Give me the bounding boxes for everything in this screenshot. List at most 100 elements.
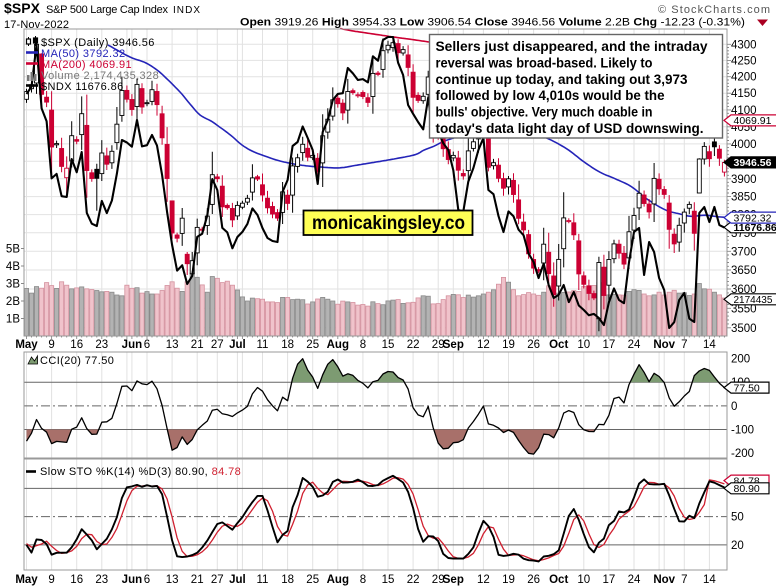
svg-text:Sellers just disappeared, and: Sellers just disappeared, and the intrad… xyxy=(436,38,708,54)
svg-text:15: 15 xyxy=(382,339,395,351)
svg-text:21: 21 xyxy=(191,574,204,586)
svg-text:13: 13 xyxy=(166,574,179,586)
svg-text:24: 24 xyxy=(628,339,641,351)
svg-text:4000: 4000 xyxy=(731,139,757,151)
svg-text:Aug: Aug xyxy=(327,574,349,586)
svg-text:3900: 3900 xyxy=(731,174,757,186)
svg-text:$SPX (Daily) 3946.56: $SPX (Daily) 3946.56 xyxy=(41,37,155,49)
svg-text:today's data light day of USD: today's data light day of USD downswing. xyxy=(436,120,704,136)
svg-text:12: 12 xyxy=(477,339,490,351)
svg-text:9: 9 xyxy=(48,339,54,351)
svg-text:-200: -200 xyxy=(731,448,754,460)
svg-text:2B: 2B xyxy=(6,296,20,308)
svg-text:19: 19 xyxy=(502,574,515,586)
svg-text:16: 16 xyxy=(70,574,83,586)
svg-text:4300: 4300 xyxy=(731,39,757,51)
svg-text:6: 6 xyxy=(144,339,150,351)
svg-text:7: 7 xyxy=(681,339,687,351)
svg-text:Sep: Sep xyxy=(443,339,464,351)
svg-text:9: 9 xyxy=(48,574,54,586)
svg-text:13: 13 xyxy=(166,339,179,351)
svg-text:Volume 2,174,435,328: Volume 2,174,435,328 xyxy=(41,70,159,82)
svg-text:16: 16 xyxy=(70,339,83,351)
svg-text:Jul: Jul xyxy=(229,574,246,586)
svg-text:Aug: Aug xyxy=(327,339,349,351)
svg-text:4250: 4250 xyxy=(731,55,757,67)
svg-text:bulls' objective. Very much do: bulls' objective. Very much doable in xyxy=(436,104,653,120)
svg-text:17: 17 xyxy=(603,574,616,586)
svg-text:continue up today, and taking: continue up today, and taking out 3,973 xyxy=(436,71,688,87)
svg-text:0: 0 xyxy=(731,401,737,413)
svg-text:26: 26 xyxy=(527,574,540,586)
svg-text:4100: 4100 xyxy=(731,105,757,117)
svg-text:Jun: Jun xyxy=(122,574,142,586)
svg-text:reversal was broad-based. Like: reversal was broad-based. Likely to xyxy=(436,54,653,70)
svg-text:3B: 3B xyxy=(6,279,20,291)
svg-text:Sep: Sep xyxy=(443,574,464,586)
svg-text:11: 11 xyxy=(257,574,269,586)
svg-text:© StockCharts.com: © StockCharts.com xyxy=(658,4,770,16)
svg-text:19: 19 xyxy=(502,339,515,351)
svg-text:INDX: INDX xyxy=(173,5,200,16)
svg-text:27: 27 xyxy=(211,339,224,351)
svg-text:11676.86: 11676.86 xyxy=(734,222,776,234)
svg-text:50: 50 xyxy=(731,512,744,524)
svg-text:3550: 3550 xyxy=(731,303,757,315)
svg-text:4B: 4B xyxy=(6,261,20,273)
svg-text:11: 11 xyxy=(257,339,269,351)
svg-text:29: 29 xyxy=(432,574,445,586)
svg-text:MA(50) 3792.32: MA(50) 3792.32 xyxy=(41,48,125,60)
svg-text:22: 22 xyxy=(407,574,420,586)
svg-text:23: 23 xyxy=(95,574,108,586)
svg-text:10: 10 xyxy=(577,339,590,351)
svg-text:29: 29 xyxy=(432,339,445,351)
svg-text:$NDX 11676.86: $NDX 11676.86 xyxy=(41,81,124,93)
svg-text:23: 23 xyxy=(95,339,108,351)
svg-text:May: May xyxy=(15,339,38,351)
svg-text:21: 21 xyxy=(191,339,204,351)
svg-text:17-Nov-2022: 17-Nov-2022 xyxy=(4,19,69,31)
svg-text:MA(200) 4069.91: MA(200) 4069.91 xyxy=(41,59,132,71)
svg-text:12: 12 xyxy=(477,574,490,586)
svg-text:25: 25 xyxy=(306,574,319,586)
svg-text:Open 3919.26 High 3954.33 Low: Open 3919.26 High 3954.33 Low 3906.54 Cl… xyxy=(240,17,745,29)
svg-text:4069.91: 4069.91 xyxy=(734,115,772,127)
svg-text:18: 18 xyxy=(281,339,294,351)
svg-text:followed by low 4,010s would b: followed by low 4,010s would be the xyxy=(436,87,665,103)
svg-text:77.50: 77.50 xyxy=(734,382,760,394)
svg-text:1B: 1B xyxy=(6,314,20,326)
svg-text:Oct: Oct xyxy=(549,574,568,586)
svg-text:S&P 500 Large Cap Index: S&P 500 Large Cap Index xyxy=(46,4,169,16)
svg-text:200: 200 xyxy=(731,354,750,366)
svg-text:6: 6 xyxy=(144,574,150,586)
svg-text:monicakingsley.co: monicakingsley.co xyxy=(312,213,465,234)
svg-text:3946.56: 3946.56 xyxy=(734,157,772,169)
svg-text:17: 17 xyxy=(603,339,616,351)
svg-text:CCI(20) 77.50: CCI(20) 77.50 xyxy=(40,355,114,367)
svg-text:3792.32: 3792.32 xyxy=(734,212,772,224)
svg-text:3700: 3700 xyxy=(731,246,757,258)
svg-text:8: 8 xyxy=(360,574,366,586)
svg-text:25: 25 xyxy=(306,339,319,351)
svg-text:80.90: 80.90 xyxy=(734,483,760,495)
svg-text:Slow STO %K(14) %D(3) 80.90, 8: Slow STO %K(14) %D(3) 80.90, 84.78 xyxy=(40,466,241,478)
svg-text:3650: 3650 xyxy=(731,265,757,277)
svg-text:$SPX: $SPX xyxy=(4,0,41,16)
svg-text:-100: -100 xyxy=(731,425,754,437)
svg-text:Nov: Nov xyxy=(653,574,675,586)
svg-text:24: 24 xyxy=(628,574,641,586)
svg-text:8: 8 xyxy=(360,339,366,351)
svg-text:22: 22 xyxy=(407,339,420,351)
svg-text:3850: 3850 xyxy=(731,192,757,204)
svg-text:Nov: Nov xyxy=(653,339,675,351)
svg-text:May: May xyxy=(15,574,38,586)
svg-text:5B: 5B xyxy=(6,244,20,256)
svg-text:4150: 4150 xyxy=(731,88,757,100)
svg-text:3500: 3500 xyxy=(731,323,757,335)
svg-text:27: 27 xyxy=(211,574,224,586)
svg-text:14: 14 xyxy=(703,339,716,351)
svg-text:Oct: Oct xyxy=(549,339,568,351)
svg-text:2174435: 2174435 xyxy=(734,295,773,306)
svg-text:26: 26 xyxy=(527,339,540,351)
svg-text:3600: 3600 xyxy=(731,284,757,296)
